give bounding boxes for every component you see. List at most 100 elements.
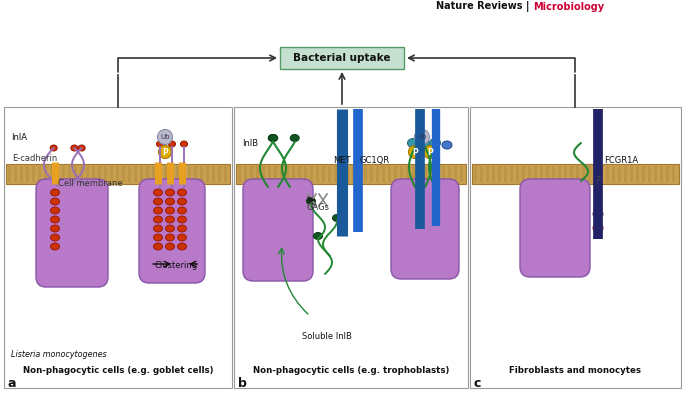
Bar <box>492 166 495 182</box>
Bar <box>322 166 325 182</box>
Bar <box>594 166 597 182</box>
Bar <box>224 166 227 182</box>
Bar <box>612 166 615 182</box>
Bar <box>250 166 253 182</box>
Ellipse shape <box>166 198 175 205</box>
Bar <box>370 166 373 182</box>
Bar <box>516 166 519 182</box>
Bar <box>188 166 191 182</box>
Bar <box>436 166 439 182</box>
Text: Ub: Ub <box>160 134 170 140</box>
Ellipse shape <box>177 207 186 214</box>
Bar <box>32 166 35 182</box>
Text: GAGs: GAGs <box>306 203 329 212</box>
Bar <box>238 166 241 182</box>
Bar <box>14 166 17 182</box>
Bar <box>498 166 501 182</box>
Bar <box>50 166 53 182</box>
Bar <box>212 166 215 182</box>
Ellipse shape <box>153 198 162 205</box>
Bar <box>546 166 549 182</box>
Ellipse shape <box>51 207 60 214</box>
Text: Bacterial uptake: Bacterial uptake <box>293 53 390 63</box>
Bar <box>648 166 651 182</box>
Bar <box>630 166 633 182</box>
Ellipse shape <box>158 145 171 158</box>
Bar <box>286 166 289 182</box>
FancyBboxPatch shape <box>391 179 459 279</box>
Bar <box>182 166 185 182</box>
Bar <box>564 166 567 182</box>
Bar <box>104 166 107 182</box>
Bar <box>98 166 101 182</box>
Text: InlB: InlB <box>242 139 258 148</box>
Ellipse shape <box>156 141 164 147</box>
Ellipse shape <box>306 197 316 204</box>
Bar <box>4 107 232 388</box>
Text: Non-phagocytic cells (e.g. trophoblasts): Non-phagocytic cells (e.g. trophoblasts) <box>253 366 449 375</box>
Bar <box>200 166 203 182</box>
Text: Nature Reviews |: Nature Reviews | <box>436 1 530 12</box>
Ellipse shape <box>153 216 162 223</box>
Bar <box>158 166 161 182</box>
Bar <box>310 166 313 182</box>
Bar <box>570 166 573 182</box>
FancyBboxPatch shape <box>139 179 205 283</box>
Bar <box>262 166 265 182</box>
Ellipse shape <box>166 234 175 241</box>
Bar <box>340 166 343 182</box>
Bar <box>316 166 319 182</box>
Ellipse shape <box>51 225 60 232</box>
Bar <box>128 166 131 182</box>
Ellipse shape <box>50 145 57 151</box>
Ellipse shape <box>269 134 277 141</box>
Bar <box>358 166 361 182</box>
Bar <box>122 166 125 182</box>
Text: GC1QR: GC1QR <box>360 156 390 165</box>
Bar <box>92 166 95 182</box>
Bar <box>6 164 230 184</box>
Ellipse shape <box>419 139 429 147</box>
Ellipse shape <box>78 145 85 151</box>
Bar <box>140 166 143 182</box>
Ellipse shape <box>414 130 429 145</box>
Text: a: a <box>8 377 16 390</box>
Ellipse shape <box>153 207 162 214</box>
Bar <box>44 166 47 182</box>
Bar <box>558 166 561 182</box>
Bar <box>534 166 537 182</box>
Ellipse shape <box>332 214 342 221</box>
Bar <box>280 166 283 182</box>
Ellipse shape <box>177 216 186 223</box>
Bar <box>134 166 137 182</box>
Bar <box>606 166 609 182</box>
Bar <box>274 166 277 182</box>
Ellipse shape <box>442 141 452 149</box>
Bar <box>116 166 119 182</box>
Ellipse shape <box>423 145 436 158</box>
Bar <box>26 166 29 182</box>
Text: Microbiology: Microbiology <box>533 2 604 12</box>
FancyBboxPatch shape <box>36 179 108 287</box>
Bar <box>328 166 331 182</box>
Bar <box>268 166 271 182</box>
Bar <box>486 166 489 182</box>
Ellipse shape <box>177 198 186 205</box>
Ellipse shape <box>153 234 162 241</box>
Bar <box>388 166 391 182</box>
FancyBboxPatch shape <box>243 179 313 281</box>
Bar <box>38 166 41 182</box>
Text: Cell membrane: Cell membrane <box>58 179 123 188</box>
Bar <box>480 166 483 182</box>
Ellipse shape <box>153 243 162 250</box>
Ellipse shape <box>166 189 175 196</box>
Bar <box>394 166 397 182</box>
Bar <box>588 166 591 182</box>
Bar <box>152 166 155 182</box>
Bar <box>8 166 11 182</box>
Ellipse shape <box>593 223 603 232</box>
FancyBboxPatch shape <box>520 179 590 277</box>
Ellipse shape <box>166 225 175 232</box>
Bar <box>624 166 627 182</box>
Ellipse shape <box>408 145 421 158</box>
